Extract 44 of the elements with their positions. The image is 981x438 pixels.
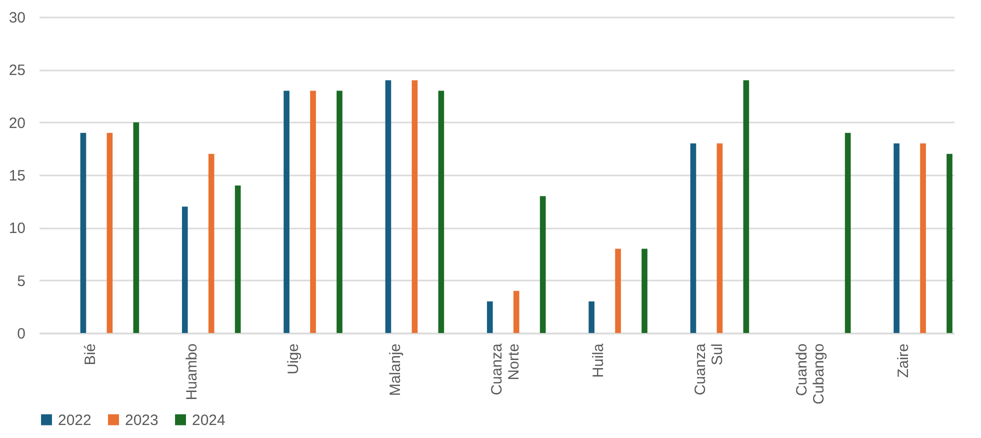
x-tick-label: Huambo <box>184 344 200 400</box>
bar <box>80 132 86 333</box>
y-tick-label: 0 <box>17 326 26 342</box>
x-tick-label: Cuanza Norte <box>488 342 522 396</box>
bar <box>385 80 392 333</box>
bar <box>284 90 290 333</box>
x-tick-label: Zaire <box>895 344 912 378</box>
legend-label: 2024 <box>192 412 226 429</box>
bar <box>234 186 241 333</box>
bar <box>588 301 594 333</box>
bar <box>946 154 952 333</box>
bar <box>182 206 188 333</box>
bar <box>438 90 444 333</box>
legend-label: 2023 <box>125 412 158 429</box>
bar <box>513 290 520 333</box>
y-tick-label: 30 <box>8 10 26 26</box>
x-tick-label: Bié <box>82 344 99 366</box>
bar <box>208 154 214 333</box>
y-tick-label: 15 <box>8 168 26 184</box>
x-tick-label: Uige <box>285 344 302 374</box>
y-tick-label: 25 <box>8 62 26 80</box>
bar <box>642 248 648 333</box>
legend-label: 2022 <box>58 412 92 429</box>
bar <box>486 301 493 333</box>
y-tick-label: 10 <box>8 220 26 238</box>
y-tick-label: 20 <box>8 114 26 132</box>
bar <box>920 143 926 333</box>
y-tick-label: 5 <box>17 272 26 290</box>
bar <box>106 132 113 333</box>
bar <box>615 248 621 333</box>
bar <box>844 132 851 333</box>
x-tick-label: Malanje <box>386 344 404 396</box>
x-tick-label: Cuanza Sul <box>692 342 726 396</box>
bar <box>133 122 140 333</box>
bar <box>336 90 342 333</box>
bar <box>690 143 696 333</box>
bar <box>540 196 546 333</box>
bar <box>743 80 750 333</box>
x-tick-label: Huila <box>590 342 608 378</box>
bar <box>894 143 900 333</box>
bar <box>412 80 418 333</box>
bar <box>310 90 316 333</box>
bar <box>716 143 723 333</box>
x-tick-label: Cuando Cubango <box>794 344 828 404</box>
